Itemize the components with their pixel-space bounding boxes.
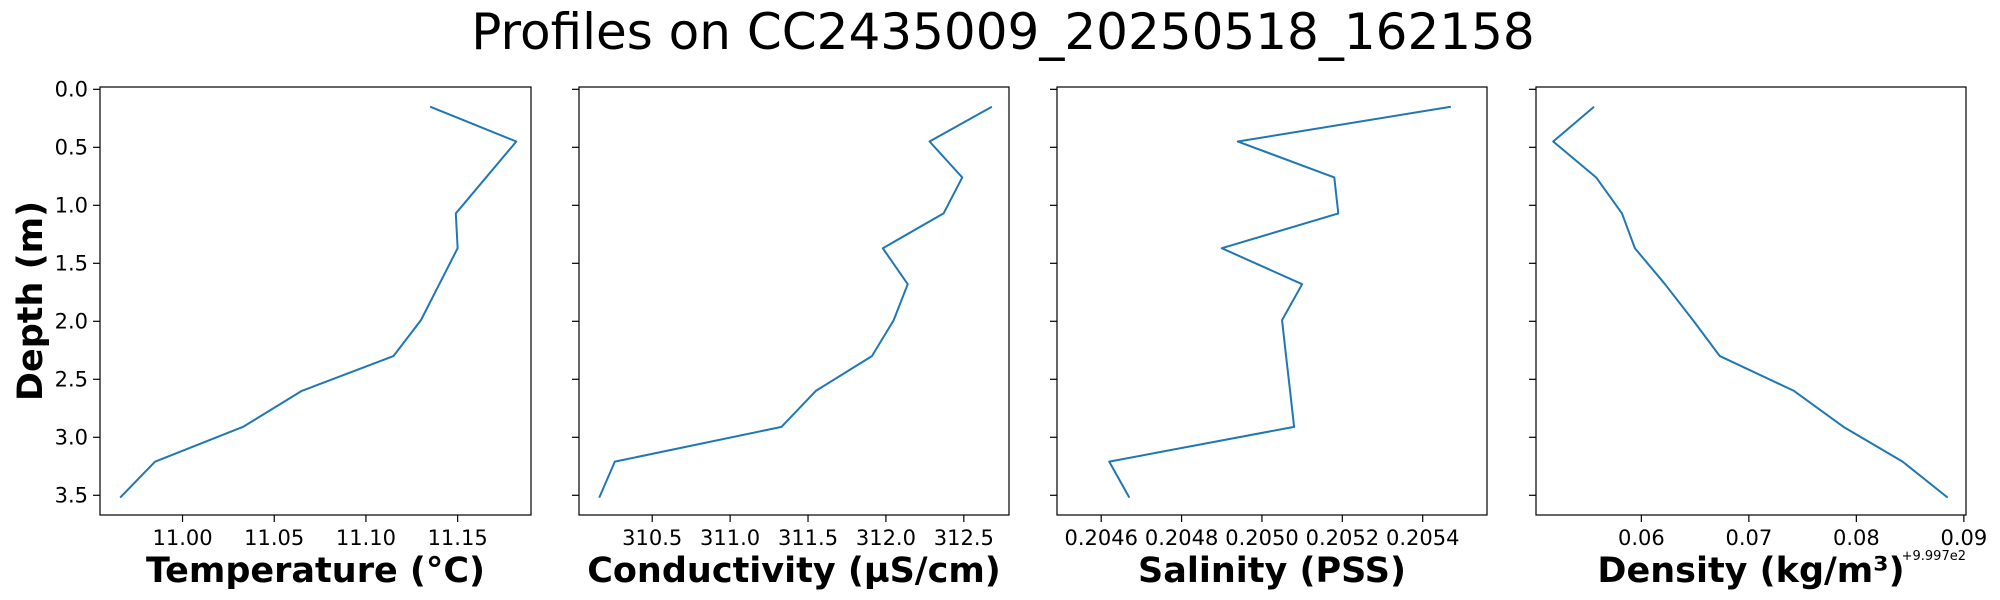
panel-temperature: 11.00 11.05 11.10 11.15 0.0 0.5 1.0 1.5 2.0 2.5 3.…: [11, 77, 532, 591]
conductivity-x-tick-label: 311.0: [700, 526, 760, 550]
panel-density: 0.06 0.07 0.08 0.09 Density (kg/m³)+9.997e2: [1529, 86, 1987, 591]
density-profile-line: [1552, 105, 1949, 499]
temperature-x-tick-label: 11.10: [336, 526, 396, 550]
conductivity-x-tick-label: 312.5: [934, 526, 994, 550]
depth-axis-label: Depth (m): [11, 201, 51, 401]
salinity-x-tick-label: 0.2052: [1306, 526, 1379, 550]
conductivity-x-tick-label: 312.0: [856, 526, 916, 550]
conductivity-x-tick-label: 311.5: [778, 526, 838, 550]
temperature-y-tick-label: 1.5: [55, 251, 88, 275]
salinity-x-tick-label: 0.2046: [1064, 526, 1137, 550]
temperature-x-tick-label: 11.00: [152, 526, 212, 550]
density-x-offset-label: +9.997e2: [1902, 549, 1966, 564]
temperature-y-tick-label: 2.5: [55, 367, 88, 391]
salinity-x-tick-label: 0.2048: [1145, 526, 1218, 550]
figure-title: Profiles on CC2435009_20250518_162158: [471, 3, 1534, 61]
salinity-x-tick-label: 0.2054: [1386, 526, 1459, 550]
conductivity-profile-line: [598, 105, 993, 498]
temperature-y-tick-label: 1.0: [55, 193, 88, 217]
density-x-tick-label: 0.09: [1940, 526, 1987, 550]
temperature-profile-line: [119, 105, 518, 499]
conductivity-x-tick-label: 310.5: [622, 526, 682, 550]
salinity-axes-frame: [1056, 86, 1488, 516]
temperature-y-tick-label: 0.0: [55, 77, 88, 101]
temperature-axes-frame: [99, 86, 532, 516]
density-axes-frame: [1535, 86, 1967, 516]
density-x-tick-label: 0.07: [1725, 526, 1772, 550]
density-x-tick-label: 0.06: [1618, 526, 1665, 550]
temperature-y-tick-label: 3.5: [55, 483, 88, 507]
salinity-profile-line: [1108, 105, 1451, 499]
temperature-y-tick-label: 3.0: [55, 425, 88, 449]
temperature-y-tick-label: 2.0: [55, 309, 88, 333]
profile-panels: 11.00 11.05 11.10 11.15 0.0 0.5 1.0 1.5 2.0 2.5 3.…: [11, 77, 1987, 591]
conductivity-x-axis-label: Conductivity (µS/cm): [587, 551, 1001, 591]
salinity-x-tick-label: 0.2050: [1225, 526, 1298, 550]
conductivity-axes-frame: [578, 86, 1010, 516]
temperature-x-axis-label: Temperature (°C): [146, 551, 485, 591]
temperature-y-tick-label: 0.5: [55, 135, 88, 159]
salinity-x-axis-label: Salinity (PSS): [1138, 551, 1406, 591]
density-x-axis-label: Density (kg/m³): [1597, 551, 1904, 591]
density-x-tick-label: 0.08: [1833, 526, 1880, 550]
temperature-x-tick-label: 11.15: [428, 526, 488, 550]
temperature-x-tick-label: 11.05: [244, 526, 304, 550]
